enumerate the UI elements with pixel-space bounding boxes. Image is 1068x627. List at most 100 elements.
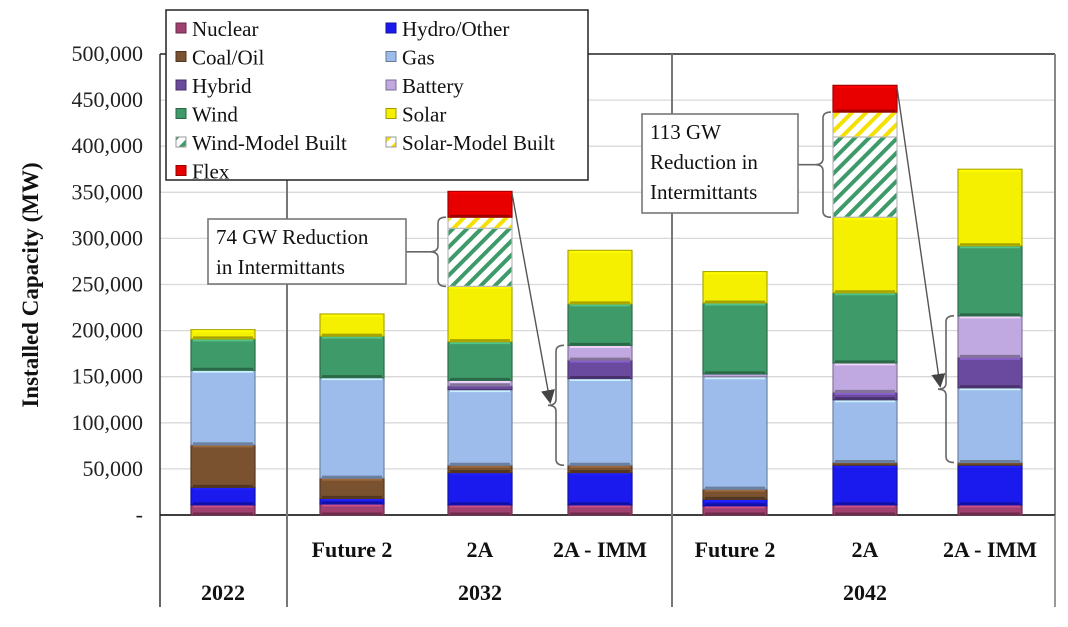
legend-box	[165, 9, 589, 181]
annotation-text: in Intermittants	[216, 255, 345, 279]
y-tick-label: 400,000	[72, 133, 144, 158]
annotation-box	[207, 218, 407, 285]
bar-segment-wind	[319, 335, 385, 379]
annotation-text: 74 GW Reduction	[216, 225, 369, 249]
y-tick-label: 350,000	[72, 179, 144, 204]
x-group-label: 2042	[843, 580, 887, 605]
bar-segment-hybrid	[567, 359, 633, 380]
bar-segment-gas	[702, 376, 768, 490]
bar-segment-solar	[190, 329, 256, 340]
bar-segment-solar	[702, 270, 768, 304]
legend-label: Wind	[192, 103, 238, 127]
x-category-label: 2A	[467, 537, 494, 562]
legend-swatch-flex	[175, 165, 187, 176]
legend-label: Solar	[402, 103, 446, 127]
annotation-arrow	[511, 193, 555, 405]
bar-segment-wind	[567, 303, 633, 346]
annotation-text: 113 GW	[650, 120, 721, 144]
brace	[937, 315, 955, 464]
legend-swatch-gas	[385, 51, 397, 62]
y-tick-label: 300,000	[72, 225, 144, 250]
bar-segment-gas	[447, 389, 513, 466]
annotation-text: Intermittants	[650, 180, 757, 204]
bar-segment-hydro-other	[190, 486, 256, 506]
legend-swatch-wind-model-built	[175, 136, 187, 148]
bar-segment-solar	[319, 313, 385, 337]
legend-label: Flex	[192, 160, 230, 184]
bar-segment-solar-model-built	[832, 111, 898, 138]
y-tick-label: 50,000	[83, 456, 144, 481]
legend-label: Battery	[402, 74, 464, 98]
bar-segment-hydro-other	[447, 471, 513, 506]
x-category-label: Future 2	[695, 537, 776, 562]
bar-segment-battery	[957, 315, 1023, 358]
x-category-label: 2A - IMM	[553, 537, 647, 562]
legend-label: Nuclear	[192, 17, 258, 41]
bar-segment-hybrid	[957, 356, 1023, 389]
annotation-arrow	[896, 87, 946, 388]
bar-segment-wind	[447, 341, 513, 381]
x-group-label: 2022	[201, 580, 245, 605]
bar-segment-gas	[832, 399, 898, 464]
y-tick-label: 100,000	[72, 410, 144, 435]
bar-segment-hydro-other	[567, 471, 633, 506]
legend-label: Solar-Model Built	[402, 131, 555, 155]
x-category-label: Future 2	[312, 537, 393, 562]
y-tick-label: 250,000	[72, 272, 144, 297]
bar-segment-wind	[190, 338, 256, 371]
bar-segment-solar	[957, 168, 1023, 247]
bar-segment-wind	[702, 302, 768, 375]
y-tick-label: -	[136, 502, 143, 527]
y-axis-label: Installed Capacity (MW)	[18, 162, 43, 407]
x-group-label: 2032	[458, 580, 502, 605]
y-axis: - 50,000 100,000 150,000 200,000 250,000 300,0…	[72, 41, 144, 527]
bar-segment-wind-model-built	[447, 227, 513, 287]
legend-swatch-solar-model-built	[385, 136, 397, 148]
x-category-label: 2A	[852, 537, 879, 562]
legend-label: Coal/Oil	[192, 46, 264, 70]
brace	[814, 111, 832, 218]
legend-swatch-wind	[175, 108, 187, 119]
y-tick-label: 200,000	[72, 318, 144, 343]
bar-segment-flex	[832, 84, 898, 113]
annotation-box	[641, 113, 799, 214]
bar-segment-solar	[447, 285, 513, 343]
bar-segment-gas	[190, 369, 256, 446]
bar-segment-gas	[957, 387, 1023, 464]
legend-swatch-solar	[385, 108, 397, 119]
bar-segment-coal-oil	[319, 477, 385, 500]
legend-swatch-battery	[385, 79, 397, 91]
y-tick-label: 500,000	[72, 41, 144, 66]
bar-segment-battery	[832, 362, 898, 393]
y-tick-label: 150,000	[72, 364, 144, 389]
bar-segment-gas	[567, 377, 633, 466]
bar-segment-solar	[832, 216, 898, 294]
bar-segment-solar-model-built	[447, 216, 513, 229]
legend: Nuclear Hydro/Other Coal/Oil Gas Hybrid Batte…	[165, 9, 589, 184]
bar-segment-wind	[832, 292, 898, 364]
y-tick-label: 450,000	[72, 87, 144, 112]
bars	[190, 84, 1023, 516]
legend-label: Wind-Model Built	[192, 131, 347, 155]
legend-swatch-hybrid	[175, 79, 187, 91]
bar-segment-wind	[957, 245, 1023, 317]
bar-segment-gas	[319, 377, 385, 479]
legend-swatch-hydro-other	[385, 22, 397, 34]
annotation-text: Reduction in	[650, 150, 758, 174]
legend-label: Hybrid	[192, 74, 252, 98]
x-axis: 2022 Future 2 2A 2A - IMM 2032 Future 2 2A 2A -…	[201, 537, 1037, 605]
bar-segment-coal-oil	[190, 444, 256, 488]
legend-label: Hydro/Other	[402, 17, 509, 41]
brace	[547, 344, 565, 467]
annotations: 74 GW Reduction in Intermittants 113 GW Red…	[207, 87, 955, 467]
legend-swatch-coal-oil	[175, 51, 187, 62]
bar-segment-solar	[567, 249, 633, 305]
bar-segment-hydro-other	[832, 464, 898, 506]
bar-segment-wind-model-built	[832, 136, 898, 218]
bar-segment-hydro-other	[957, 464, 1023, 506]
bar-segment-flex	[447, 190, 513, 218]
x-category-label: 2A - IMM	[943, 537, 1037, 562]
brace	[429, 216, 447, 288]
legend-label: Gas	[402, 46, 435, 70]
